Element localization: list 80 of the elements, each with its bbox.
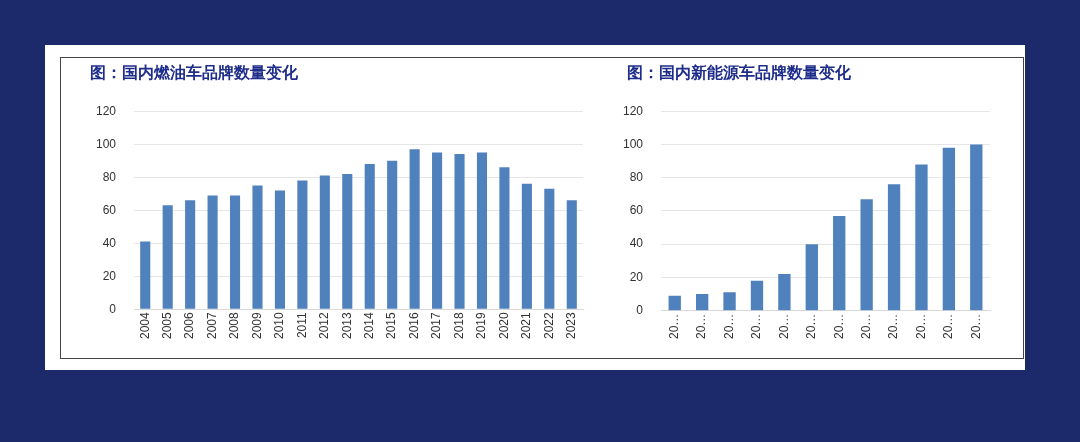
chart-title: 图：国内燃油车品牌数量变化 bbox=[89, 62, 299, 84]
bar bbox=[778, 274, 791, 311]
bar bbox=[887, 184, 901, 311]
x-tick-label: 2006 bbox=[182, 311, 197, 340]
x-tick-label: 20… bbox=[667, 313, 682, 340]
bar bbox=[750, 280, 764, 311]
x-tick-label: 2019 bbox=[474, 311, 489, 340]
bar bbox=[274, 190, 285, 309]
bar bbox=[409, 149, 420, 309]
x-tick-label: 2020 bbox=[496, 311, 511, 340]
x-tick-label: 2009 bbox=[249, 311, 264, 340]
bar bbox=[252, 185, 263, 309]
x-tick-label: 20… bbox=[913, 313, 928, 340]
bar bbox=[833, 215, 846, 311]
y-tick-label: 80 bbox=[102, 169, 117, 184]
bar bbox=[915, 164, 928, 311]
bar bbox=[229, 195, 241, 309]
bar bbox=[668, 295, 681, 311]
x-tick-label: 2005 bbox=[160, 311, 175, 340]
bar bbox=[364, 164, 375, 309]
bar bbox=[140, 241, 151, 309]
x-tick-label: 20… bbox=[721, 313, 736, 340]
bar bbox=[454, 154, 465, 309]
bar bbox=[319, 175, 330, 309]
x-tick-label: 2023 bbox=[564, 311, 579, 340]
bar bbox=[432, 152, 443, 309]
bar bbox=[185, 200, 196, 309]
bar bbox=[723, 292, 736, 311]
y-tick-label: 100 bbox=[95, 136, 117, 151]
bar bbox=[942, 147, 956, 311]
x-tick-label: 20… bbox=[776, 313, 791, 340]
x-tick-label: 2013 bbox=[339, 311, 354, 340]
y-tick-label: 120 bbox=[95, 103, 117, 118]
y-tick-label: 20 bbox=[629, 269, 644, 284]
y-tick-label: 60 bbox=[629, 203, 644, 218]
bar bbox=[695, 294, 709, 311]
bar bbox=[342, 173, 353, 309]
x-tick-label: 20… bbox=[858, 313, 873, 340]
bar bbox=[476, 152, 488, 309]
y-tick-label: 0 bbox=[636, 302, 644, 317]
y-tick-label: 40 bbox=[629, 236, 644, 251]
y-tick-label: 100 bbox=[622, 136, 644, 151]
y-tick-label: 80 bbox=[629, 170, 644, 184]
x-tick-label: 2015 bbox=[384, 311, 399, 340]
x-tick-label: 2022 bbox=[541, 311, 556, 340]
bar bbox=[521, 183, 532, 309]
x-tick-label: 2008 bbox=[227, 311, 242, 340]
x-tick-label: 2011 bbox=[294, 311, 309, 339]
bar bbox=[207, 195, 218, 309]
bar bbox=[162, 205, 173, 309]
x-tick-label: 2018 bbox=[451, 311, 466, 340]
x-tick-label: 2012 bbox=[317, 311, 332, 340]
y-tick-label: 120 bbox=[622, 103, 644, 118]
x-tick-label: 2007 bbox=[204, 311, 219, 340]
y-tick-label: 40 bbox=[102, 235, 117, 250]
x-tick-label: 2016 bbox=[406, 311, 421, 340]
bar bbox=[970, 144, 983, 311]
x-tick-label: 2014 bbox=[362, 311, 377, 340]
bar bbox=[566, 200, 577, 309]
x-tick-label: 2017 bbox=[429, 311, 444, 340]
x-tick-label: 2004 bbox=[137, 311, 152, 340]
x-tick-label: 20… bbox=[749, 313, 764, 340]
x-tick-label: 20… bbox=[886, 313, 901, 340]
bar bbox=[387, 160, 398, 309]
x-tick-label: 20… bbox=[694, 313, 709, 340]
bar bbox=[297, 180, 308, 309]
bar bbox=[544, 188, 555, 309]
chart-title: 图：国内新能源车品牌数量变化 bbox=[626, 62, 852, 84]
bar bbox=[805, 244, 818, 311]
x-tick-label: 20… bbox=[941, 313, 956, 340]
y-tick-label: 60 bbox=[102, 202, 117, 217]
x-tick-label: 20… bbox=[968, 313, 983, 340]
x-tick-label: 2021 bbox=[519, 311, 534, 340]
y-tick-label: 0 bbox=[109, 301, 117, 316]
x-tick-label: 20… bbox=[831, 313, 846, 340]
bar bbox=[499, 167, 510, 309]
y-tick-label: 20 bbox=[102, 268, 117, 283]
bar bbox=[860, 199, 873, 311]
x-tick-label: 2010 bbox=[272, 311, 287, 340]
x-tick-label: 20… bbox=[804, 313, 819, 340]
